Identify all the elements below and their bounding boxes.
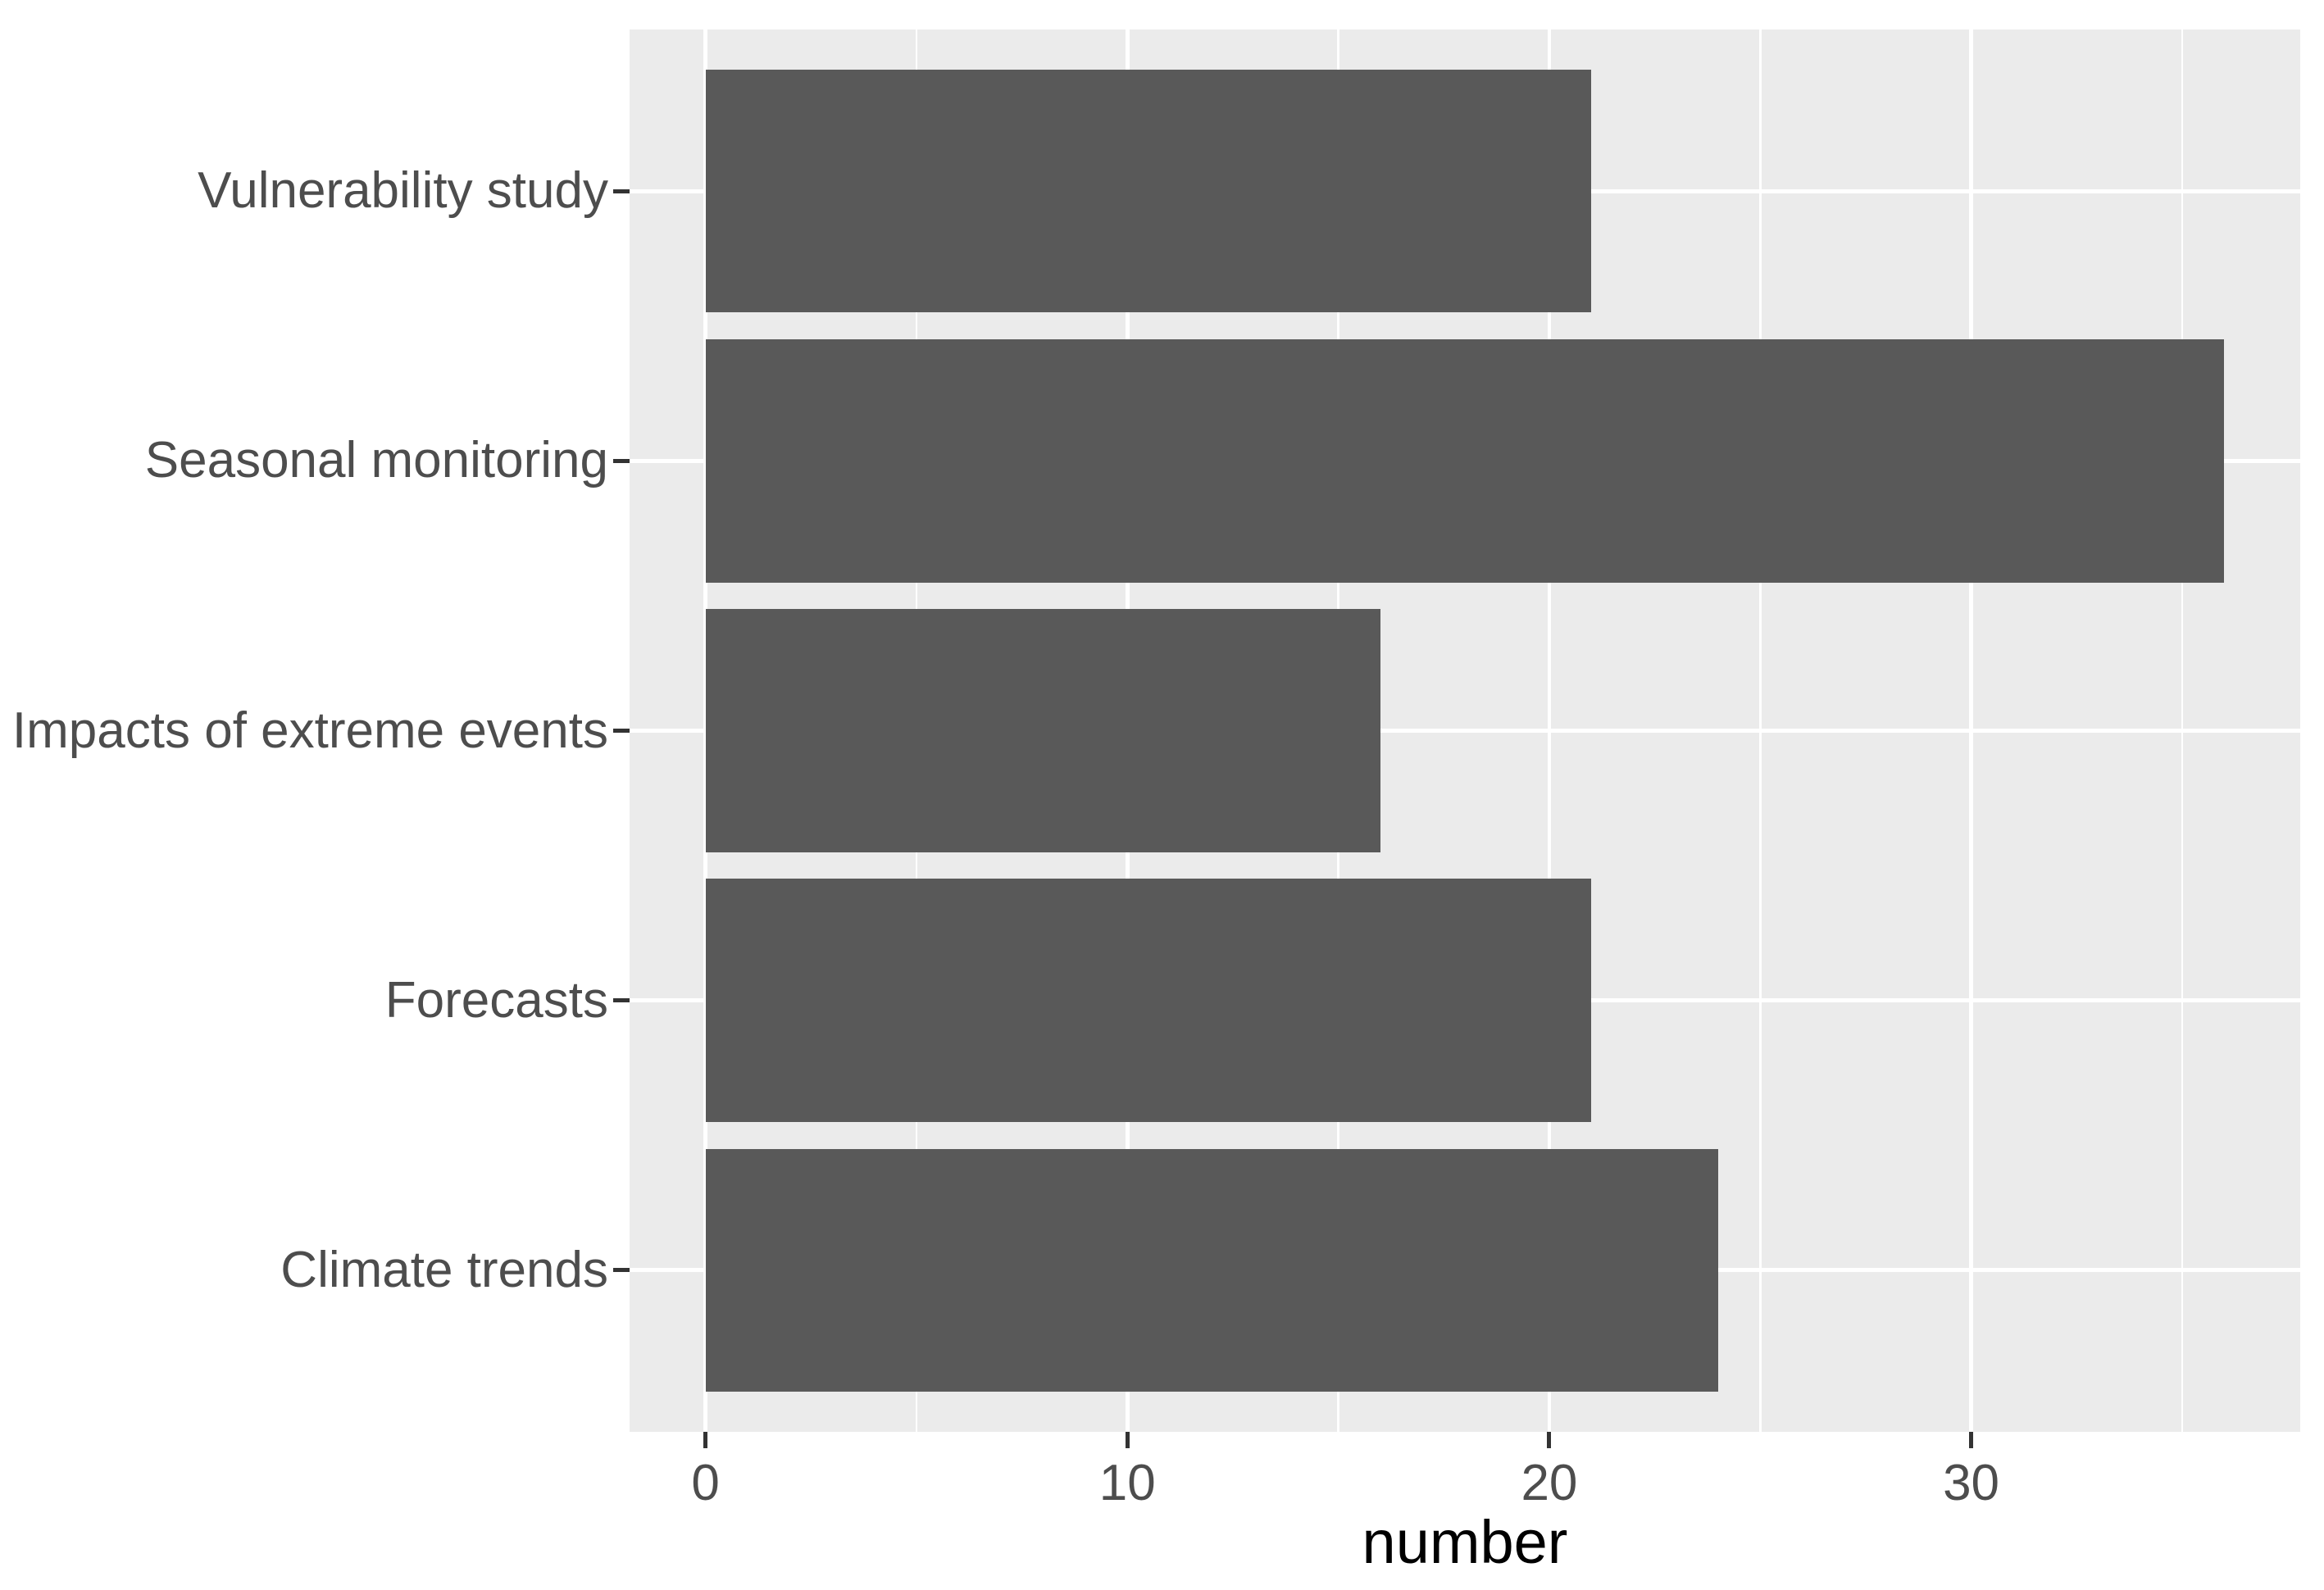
category-label: Forecasts [384, 971, 608, 1029]
x-tick-label: 10 [1098, 1455, 1156, 1511]
bar [705, 879, 1592, 1122]
y-tick-mark [613, 998, 630, 1003]
plot-panel [630, 30, 2300, 1432]
x-tick-mark [1547, 1432, 1552, 1448]
row-gridline [630, 729, 2300, 733]
x-axis-title: number [1362, 1508, 1568, 1576]
bar [705, 70, 1592, 313]
category-label: Impacts of extreme events [11, 702, 608, 759]
x-tick-label: 0 [691, 1455, 720, 1511]
x-tick-mark [703, 1432, 708, 1448]
y-tick-mark [613, 729, 630, 733]
x-tick-label: 20 [1521, 1455, 1578, 1511]
y-tick-mark [613, 458, 630, 463]
category-label: Seasonal monitoring [144, 432, 608, 489]
x-tick-label: 30 [1943, 1455, 2000, 1511]
x-tick-mark [1969, 1432, 1974, 1448]
bar [705, 1148, 1718, 1392]
category-label: Climate trends [280, 1241, 608, 1298]
x-tick-mark [1125, 1432, 1130, 1448]
bar [705, 609, 1381, 852]
y-tick-mark [613, 189, 630, 193]
bar [705, 339, 2225, 583]
category-label: Vulnerability study [198, 162, 608, 220]
y-tick-mark [613, 1268, 630, 1273]
